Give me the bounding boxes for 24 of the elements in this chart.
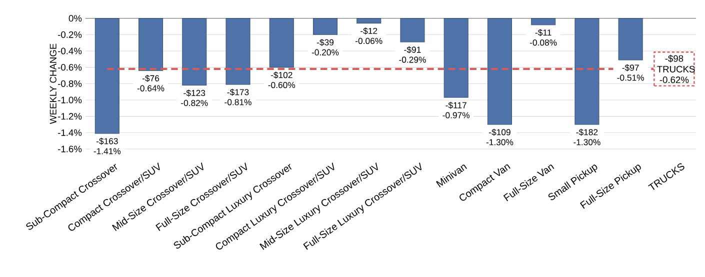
data-label: -$91 -0.29% <box>399 46 426 63</box>
data-label: -$123 -0.82% <box>181 90 208 106</box>
data-label: -$117 -0.97% <box>442 102 470 118</box>
data-label: -$102 -0.60% <box>268 72 296 88</box>
y-axis-title: WEEKLY CHANGE <box>50 44 56 124</box>
data-label: -$11 -0.08% <box>530 29 557 46</box>
data-label: -$163 -1.41% <box>94 138 121 154</box>
data-label: -$182 -1.30% <box>574 128 600 146</box>
data-label: -$12 -0.06% <box>356 28 382 44</box>
data-label: -$76 -0.64% <box>137 74 164 92</box>
y-tick-label: -0.6% <box>58 64 82 71</box>
ref-line-label: -$98 TRUCKS -0.62% <box>657 54 695 84</box>
data-label: -$173 -0.81% <box>224 88 252 106</box>
data-label: -$109 -1.30% <box>486 128 514 146</box>
y-tick-label: -1.6% <box>58 146 82 152</box>
data-label: -$39 -0.20% <box>312 38 339 56</box>
y-tick-label: 0% <box>68 15 82 22</box>
y-tick-label: -0.2% <box>58 31 82 38</box>
y-tick-label: -1.2% <box>58 113 82 120</box>
y-tick-label: -1.4% <box>58 129 82 136</box>
data-label: -$97 -0.51% <box>617 64 644 81</box>
y-tick-label: -0.4% <box>58 48 82 54</box>
y-tick-label: -0.8% <box>58 80 82 87</box>
y-tick-label: -1.0% <box>58 96 82 104</box>
